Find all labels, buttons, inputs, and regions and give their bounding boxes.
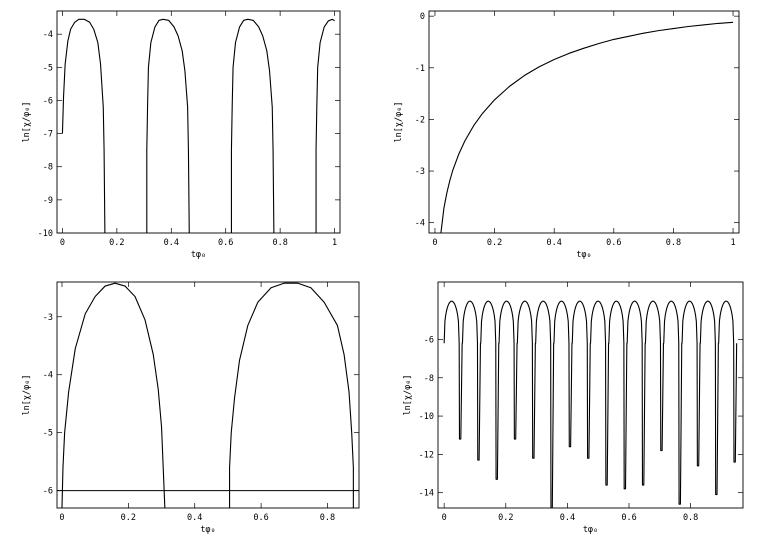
- plot-frame: [56, 281, 360, 509]
- y-tick-label: -10: [38, 229, 53, 239]
- y-tick-label: -8: [43, 163, 53, 173]
- y-tick-label: -14: [419, 489, 434, 499]
- x-tick-label: 0.2: [498, 513, 513, 523]
- x-tick-label: 0.2: [109, 238, 124, 248]
- series-line: [61, 18, 335, 233]
- x-tick-label: 1: [730, 238, 735, 248]
- y-axis-label: ln[χ/φ₀]: [394, 102, 404, 143]
- y-tick-label: -6: [43, 487, 53, 497]
- y-tick-label: -6: [424, 335, 434, 345]
- y-tick-label: -1: [415, 64, 425, 74]
- plot-bottom-left: 0 0.2 0.4 0.6 0.8 -6 -5 -4 -3 tφ₀ ln[χ/φ₀]: [22, 281, 360, 535]
- plot-top-right: 0 0.2 0.4 0.6 0.8 1 -4 -3 -2 -1 0 tφ₀ ln[χ/φ₀]: [394, 10, 740, 260]
- x-axis-label: tφ₀: [583, 525, 598, 535]
- series-line: [440, 21, 734, 233]
- y-tick-label: -12: [419, 450, 434, 460]
- x-tick-label: 0.8: [320, 513, 335, 523]
- plot-frame: [56, 10, 341, 234]
- x-tick-label: 1: [332, 238, 337, 248]
- x-tick-label: 0.6: [218, 238, 233, 248]
- x-tick-label: 0.6: [606, 238, 621, 248]
- y-tick-label: 0: [420, 12, 425, 22]
- x-tick-label: 0.6: [621, 513, 636, 523]
- y-tick-label: -3: [43, 313, 53, 323]
- x-tick-label: 0.6: [253, 513, 268, 523]
- y-axis-label: ln[χ/φ₀]: [22, 102, 32, 143]
- y-tick-label: -7: [43, 130, 53, 140]
- x-tick-label: 0: [59, 513, 64, 523]
- x-tick-label: 0.8: [272, 238, 287, 248]
- x-tick-label: 0.4: [164, 238, 179, 248]
- x-tick-label: 0: [60, 238, 65, 248]
- y-tick-label: -2: [415, 115, 425, 125]
- x-tick-label: 0: [432, 238, 437, 248]
- plot-frame: [428, 10, 740, 234]
- x-tick-label: 0.2: [487, 238, 502, 248]
- y-tick-label: -5: [43, 63, 53, 73]
- x-tick-label: 0.8: [666, 238, 681, 248]
- y-axis-label: ln[χ/φ₀]: [22, 375, 32, 416]
- plot-top-left: 0 0.2 0.4 0.6 0.8 1 -10 -9 -8 -7 -6 -5 -4 tφ₀ ln[χ/φ₀]: [22, 10, 341, 260]
- y-tick-label: -9: [43, 196, 53, 206]
- x-tick-label: 0.2: [121, 513, 136, 523]
- x-tick-label: 0.8: [683, 513, 698, 523]
- x-axis-label: tφ₀: [191, 250, 206, 260]
- y-tick-label: -8: [424, 374, 434, 384]
- x-tick-label: 0.4: [187, 513, 202, 523]
- y-tick-label: -5: [43, 429, 53, 439]
- y-tick-label: -3: [415, 167, 425, 177]
- y-tick-label: -10: [419, 412, 434, 422]
- series-line: [443, 300, 738, 508]
- series-line: [61, 282, 354, 508]
- plot-frame: [437, 281, 744, 509]
- x-axis-label: tφ₀: [576, 250, 591, 260]
- y-tick-label: -4: [43, 30, 53, 40]
- y-axis-label: ln[χ/φ₀]: [403, 375, 413, 416]
- y-tick-label: -4: [415, 219, 425, 229]
- x-axis-label: tφ₀: [200, 525, 215, 535]
- plot-bottom-right: 0 0.2 0.4 0.6 0.8 -14 -12 -10 -8 -6 tφ₀ ln[χ/φ₀]: [403, 281, 744, 535]
- y-tick-label: -4: [43, 371, 53, 381]
- x-tick-label: 0.4: [547, 238, 562, 248]
- x-tick-label: 0.4: [560, 513, 575, 523]
- x-tick-label: 0: [442, 513, 447, 523]
- y-tick-label: -6: [43, 96, 53, 106]
